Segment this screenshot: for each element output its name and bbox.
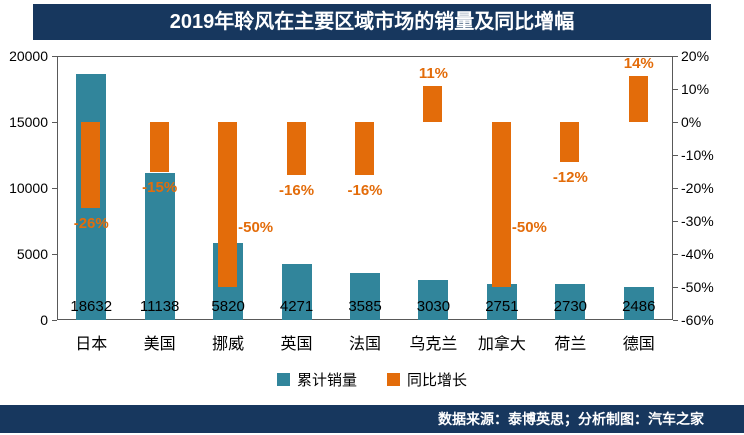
category-label: 乌克兰 xyxy=(409,336,458,353)
growth-bar xyxy=(560,122,580,162)
right-axis-tick-label: 10% xyxy=(681,81,710,97)
left-axis-tick-label: 0 xyxy=(40,312,48,328)
right-axis-tick xyxy=(673,55,678,57)
left-axis-tick-label: 20000 xyxy=(9,48,48,64)
right-axis-tick xyxy=(673,319,678,321)
sales-bar xyxy=(350,272,380,320)
legend-label: 同比增长 xyxy=(407,372,468,389)
legend-item: 同比增长 xyxy=(387,369,467,390)
category-label: 挪威 xyxy=(212,336,245,353)
category-label: 英国 xyxy=(280,336,313,353)
right-axis-tick-label: 0% xyxy=(681,114,702,130)
left-axis-tick xyxy=(52,187,57,189)
right-axis-tick-label: -60% xyxy=(681,312,714,328)
category-label: 荷兰 xyxy=(554,336,587,353)
sales-bar xyxy=(144,172,175,320)
sales-value-label: 18632 xyxy=(70,298,113,315)
growth-bar xyxy=(423,85,443,122)
sales-bar xyxy=(418,280,449,320)
growth-value-label: -26% xyxy=(73,214,109,232)
category-label: 法国 xyxy=(348,336,381,353)
sales-value-label: 3585 xyxy=(348,298,382,315)
right-axis-tick-label: -30% xyxy=(681,213,714,229)
growth-bar xyxy=(286,122,306,175)
growth-value-label: 14% xyxy=(623,54,654,72)
legend: 累计销量 同比增长 xyxy=(0,369,744,390)
category-label: 美国 xyxy=(143,336,176,353)
source-footer: 数据来源：泰博英思；分析制图：汽车之家 xyxy=(0,405,744,433)
growth-bar xyxy=(628,75,648,122)
right-axis-tick xyxy=(673,220,678,222)
left-axis-tick xyxy=(52,319,57,321)
sales-value-label: 2486 xyxy=(622,298,656,315)
category-label: 加拿大 xyxy=(477,336,526,353)
sales-value-label: 2730 xyxy=(553,298,588,315)
right-axis-tick xyxy=(673,286,678,288)
left-axis-tick xyxy=(52,55,57,57)
sales-bar xyxy=(281,263,312,320)
right-axis-tick xyxy=(673,253,678,255)
left-axis-tick xyxy=(52,253,57,255)
growth-bar xyxy=(218,122,238,287)
category-label: 德国 xyxy=(622,336,655,353)
sales-bar xyxy=(623,287,654,320)
growth-value-label: -50% xyxy=(511,219,547,237)
sales-value-label: 3030 xyxy=(416,298,451,315)
left-axis-tick-label: 5000 xyxy=(16,246,48,262)
left-axis-tick-label: 10000 xyxy=(9,180,48,196)
growth-value-label: -15% xyxy=(142,178,178,196)
right-axis-tick-label: -20% xyxy=(681,180,714,196)
growth-value-label: -16% xyxy=(347,181,383,199)
sales-value-label: 5820 xyxy=(211,298,245,315)
growth-bar xyxy=(81,122,101,208)
right-axis-tick-label: -10% xyxy=(681,147,714,163)
growth-bar xyxy=(355,122,374,175)
sales-bar xyxy=(555,283,586,320)
sales-value-label: 4271 xyxy=(279,298,314,315)
growth-value-label: 11% xyxy=(418,64,449,82)
right-axis-tick-label: 20% xyxy=(681,48,710,64)
growth-bar xyxy=(149,122,169,172)
legend-label: 累计销量 xyxy=(296,372,357,389)
right-axis-tick xyxy=(673,154,678,156)
legend-swatch xyxy=(387,373,400,386)
category-label: 日本 xyxy=(75,336,108,353)
sales-value-label: 2751 xyxy=(485,298,519,315)
legend-swatch xyxy=(276,373,290,386)
legend-item: 累计销量 xyxy=(276,369,357,390)
growth-value-label: -12% xyxy=(552,168,588,186)
left-axis-tick-label: 15000 xyxy=(9,114,48,130)
growth-value-label: -50% xyxy=(238,219,274,237)
left-axis-tick xyxy=(52,121,57,123)
right-axis-tick-label: -50% xyxy=(681,279,714,295)
page-title: 2019年聆风在主要区域市场的销量及同比增幅 xyxy=(33,4,711,40)
right-axis-tick xyxy=(673,121,678,123)
right-axis-tick xyxy=(673,187,678,189)
sales-value-label: 11138 xyxy=(139,298,180,315)
growth-bar xyxy=(491,122,511,287)
right-axis-tick-label: -40% xyxy=(681,246,714,262)
sales-bar xyxy=(486,283,517,320)
right-axis-tick xyxy=(673,88,678,90)
growth-value-label: -16% xyxy=(279,181,315,199)
